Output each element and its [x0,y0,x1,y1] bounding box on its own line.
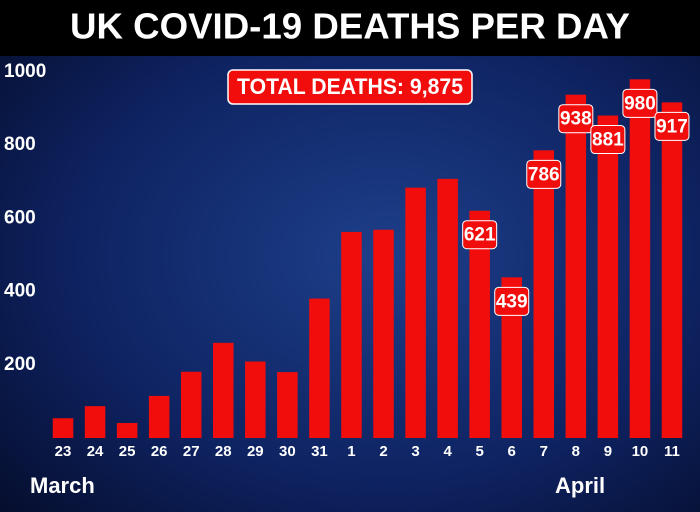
x-tick-label: 3 [411,443,419,460]
data-label: 621 [464,225,496,246]
bar [629,79,651,438]
bar [245,361,266,438]
x-tick-label: 9 [604,443,612,460]
bar [405,187,426,438]
x-tick-label: 5 [476,443,484,460]
bar [469,210,490,438]
data-label: 980 [624,93,656,114]
bar [373,229,394,438]
data-label-box [494,286,530,316]
data-label-box [462,220,498,250]
x-tick-label: 26 [151,443,168,460]
data-label-box [654,111,690,141]
data-label: 938 [560,109,592,130]
data-label: 917 [656,116,688,137]
x-tick-label: 30 [279,443,296,460]
x-tick-label: 10 [632,443,649,460]
data-label-box [526,159,562,189]
y-tick-label: 1000 [4,61,46,82]
y-tick-label: 800 [4,134,36,155]
y-tick-label: 400 [4,281,36,302]
x-tick-label: 27 [183,443,200,460]
bar [341,231,362,438]
x-tick-label: 8 [572,443,580,460]
x-tick-label: 24 [87,443,104,460]
x-tick-label: 1 [347,443,355,460]
x-tick-label: 25 [119,443,136,460]
annotation-box [227,69,473,105]
x-group-label: April [555,473,605,498]
x-tick-label: 6 [508,443,516,460]
bar [148,395,170,438]
bar [597,115,619,438]
x-group-label: March [30,473,95,498]
data-label: 439 [496,291,528,312]
x-tick-label: 23 [55,443,72,460]
bar [437,178,458,438]
x-tick-label: 2 [379,443,387,460]
x-tick-label: 29 [247,443,264,460]
y-tick-label: 600 [4,207,36,228]
annotation: TOTAL DEATHS: 9,875 [237,74,463,99]
bar [309,298,330,438]
y-tick-label: 200 [4,354,36,375]
data-label-box [590,125,626,155]
bar [84,406,106,438]
title-bar [0,0,700,56]
bar [180,371,202,438]
data-label-box [622,88,658,118]
data-label: 786 [528,164,560,185]
bar [277,372,298,438]
x-tick-label: 28 [215,443,232,460]
data-label-box [558,104,594,134]
bar [501,277,522,438]
bar [116,422,138,438]
chart-title: UK COVID-19 DEATHS PER DAY [70,6,630,47]
data-label: 881 [592,130,624,151]
x-tick-label: 11 [664,443,680,460]
bar [565,94,587,438]
x-tick-label: 7 [540,443,548,460]
bar [213,342,234,438]
x-tick-label: 4 [443,443,452,460]
x-tick-label: 31 [311,443,328,460]
bar [533,150,555,438]
bar [52,418,74,438]
bar [661,102,683,439]
